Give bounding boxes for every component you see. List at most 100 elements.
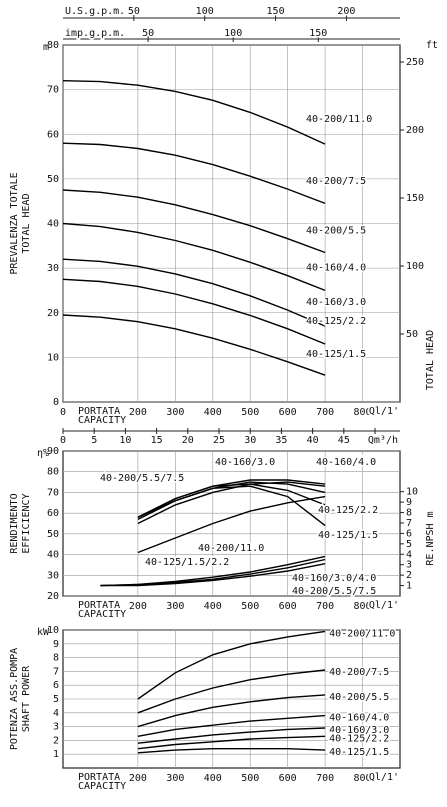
- x-tick-label: 800: [354, 407, 372, 418]
- scale-tick-label: 40: [307, 435, 319, 446]
- x-tick-label: 200: [129, 773, 147, 784]
- x-axis-caption: PORTATA: [78, 600, 120, 611]
- series-label: 40-160/3.0: [329, 725, 389, 736]
- y2-tick-label: 3: [406, 560, 412, 571]
- y2-axis-title: RE.NPSH m: [425, 511, 436, 565]
- series-label: 40-200/7.5: [329, 667, 389, 678]
- series-label: 40-125/2.2: [329, 733, 389, 744]
- curve: [137, 630, 326, 700]
- y-tick-label: 20: [47, 308, 59, 319]
- y2-tick-label: 200: [406, 125, 424, 136]
- y-tick-label: 80: [47, 467, 59, 478]
- y-tick-label: 40: [47, 550, 59, 561]
- scale-tick-label: 15: [151, 435, 163, 446]
- curve: [62, 258, 326, 327]
- y2-tick-label: 4: [406, 549, 412, 560]
- curve: [137, 483, 326, 518]
- y-tick-label: 2: [53, 735, 59, 746]
- curve: [100, 563, 326, 587]
- series-label: 40-200/5.5: [329, 692, 389, 703]
- scale-tick-label: 50: [142, 28, 154, 39]
- y2-tick-label: 1: [406, 581, 412, 592]
- y2-tick-label: 100: [406, 261, 424, 272]
- scale-tick-label: 5: [91, 435, 97, 446]
- curve: [62, 189, 326, 254]
- x-tick-label: 700: [316, 407, 334, 418]
- y2-tick-label: 2: [406, 570, 412, 581]
- series-label: 40-160/4.0: [306, 263, 366, 274]
- y-tick-label: 50: [47, 174, 59, 185]
- y-tick-label: 4: [53, 708, 59, 719]
- y-tick-label: 70: [47, 85, 59, 96]
- y2-tick-label: 7: [406, 518, 412, 529]
- y-tick-label: 7: [53, 666, 59, 677]
- curve: [137, 694, 326, 728]
- series-label: 40-125/1.5: [318, 530, 378, 541]
- series-label: 40-200/11.0: [198, 543, 264, 554]
- y-tick-label: 50: [47, 529, 59, 540]
- series-label: 40-125/2.2: [306, 316, 366, 327]
- y2-axis-title: TOTAL HEAD: [425, 330, 436, 390]
- x-tick-label: 300: [166, 773, 184, 784]
- y-tick-label: 20: [47, 591, 59, 602]
- series-label: 40-160/3.0: [215, 457, 275, 468]
- y2-tick-label: 5: [406, 539, 412, 550]
- y-axis-unit: m: [43, 42, 49, 53]
- scale-unit: imp.g.p.m.: [65, 28, 125, 39]
- y-tick-label: 9: [53, 639, 59, 650]
- y-tick-label: 30: [47, 570, 59, 581]
- series-label: 40-200/5.5: [306, 226, 366, 237]
- scale-tick-label: 0: [60, 435, 66, 446]
- scale-tick-label: 45: [338, 435, 350, 446]
- x-tick-label: 500: [241, 407, 259, 418]
- y2-tick-label: 150: [406, 193, 424, 204]
- curve: [62, 142, 326, 205]
- x-tick-label: 500: [241, 773, 259, 784]
- y2-tick-label: 10: [406, 487, 418, 498]
- x-axis-unit: Ql/1': [369, 772, 399, 783]
- curve: [137, 714, 326, 737]
- x-tick-label: 700: [316, 601, 334, 612]
- y-tick-label: 40: [47, 219, 59, 230]
- y-tick-label: 8: [53, 653, 59, 664]
- curve: [62, 278, 326, 345]
- scale-unit: Qm³/h: [368, 435, 398, 446]
- x-tick-label: 200: [129, 601, 147, 612]
- series-label: 40-200/11.0: [329, 628, 395, 639]
- x-tick-label: 400: [204, 773, 222, 784]
- y2-tick-label: 9: [406, 497, 412, 508]
- scale-tick-label: 35: [275, 435, 287, 446]
- y-axis-title: POTENZA ASS.POMPA: [9, 648, 20, 750]
- scale-tick-label: 100: [196, 6, 214, 17]
- y2-tick-label: 6: [406, 528, 412, 539]
- series-label: 40-160/3.0: [306, 297, 366, 308]
- series-label: 40-200/5.5/7.5: [100, 473, 184, 484]
- y-axis-title: RENDIMENTO: [9, 493, 20, 553]
- y-axis-title: PREVALENZA TOTALE: [9, 172, 20, 274]
- y-tick-label: 6: [53, 680, 59, 691]
- x-tick-label: 700: [316, 773, 334, 784]
- series-label: 40-160/4.0: [329, 713, 389, 724]
- x-axis-caption: CAPACITY: [78, 609, 126, 620]
- scale-tick-label: 50: [369, 435, 381, 446]
- y-axis-title: SHAFT POWER: [21, 665, 32, 732]
- y-tick-label: 10: [47, 352, 59, 363]
- y-tick-label: 1: [53, 749, 59, 760]
- y2-tick-label: 50: [406, 329, 418, 340]
- series-label: 40-200/5.5/7.5: [292, 586, 376, 597]
- x-tick-label: 200: [129, 407, 147, 418]
- x-axis-unit: Ql/1': [369, 600, 399, 611]
- scale-tick-label: 150: [309, 28, 327, 39]
- y-tick-label: 70: [47, 487, 59, 498]
- x-tick-label: 300: [166, 601, 184, 612]
- x-tick-label: 500: [241, 601, 259, 612]
- y-axis-unit: kW: [37, 627, 50, 638]
- series-label: 40-160/3.0/4.0: [292, 573, 376, 584]
- y2-tick-label: 8: [406, 508, 412, 519]
- y-tick-label: 5: [53, 694, 59, 705]
- curve: [137, 727, 326, 744]
- series-label: 40-200/11.0: [306, 114, 372, 125]
- y-axis-unit: η%: [37, 448, 49, 459]
- x-tick-label: 0: [60, 407, 66, 418]
